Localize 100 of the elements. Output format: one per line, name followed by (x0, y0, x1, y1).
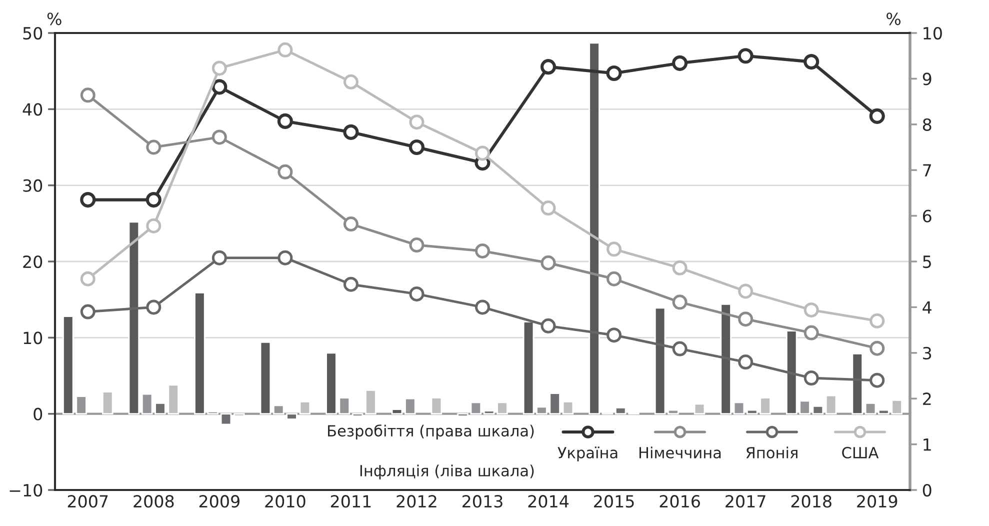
x-tick-label: 2017 (726, 495, 766, 508)
x-tick-label: 2009 (199, 495, 240, 508)
point (804, 325, 819, 340)
point (475, 146, 490, 161)
y2-tick-label: 1 (924, 438, 931, 451)
point (804, 370, 819, 386)
bar (483, 410, 495, 415)
point (80, 271, 96, 286)
point (672, 294, 688, 310)
y2-tick-label: 0 (922, 484, 932, 497)
point (606, 65, 622, 81)
point (409, 286, 424, 302)
legend-label: США (842, 446, 879, 458)
point (146, 140, 162, 155)
y-tick-label: −10 (10, 484, 42, 497)
point (738, 312, 754, 327)
point (146, 300, 162, 315)
y2-tick-label: 9 (922, 72, 932, 86)
bar (654, 307, 666, 415)
point (606, 242, 622, 257)
point (606, 328, 622, 343)
x-tick-label: 2013 (462, 495, 502, 508)
point (870, 313, 885, 328)
x-tick-label: 2015 (594, 495, 634, 508)
point (738, 284, 754, 299)
bar (825, 394, 837, 415)
x-tick-label: 2010 (265, 495, 306, 508)
point (343, 276, 358, 292)
point (606, 271, 622, 286)
bar (365, 390, 376, 415)
point (409, 114, 424, 130)
point (146, 192, 162, 208)
point (540, 200, 556, 216)
bar (326, 352, 337, 415)
bar (588, 42, 600, 415)
y-tick-label: 20 (23, 255, 42, 268)
legend-label: Україна (558, 446, 618, 462)
point (278, 164, 293, 180)
bar (352, 413, 364, 417)
bar (496, 402, 508, 415)
y-tick-label: 30 (23, 179, 42, 192)
point (540, 255, 556, 270)
bar (852, 352, 864, 415)
bar (154, 402, 166, 415)
y2-tick-label: 10 (924, 26, 942, 40)
legend-label: Німеччина (640, 446, 721, 458)
annotation: Інфляція (ліва шкала) (360, 464, 534, 480)
bar (128, 221, 140, 415)
point (146, 218, 162, 234)
x-tick-label: 2014 (528, 495, 569, 508)
point (80, 304, 96, 320)
y-tick-label: 50 (23, 26, 42, 40)
y2-tick-label: 3 (923, 346, 932, 360)
x-tick-label: 2007 (68, 495, 108, 508)
y2-tick-label: 8 (922, 118, 932, 131)
bar (720, 303, 732, 415)
bar (102, 391, 114, 415)
point (672, 341, 688, 356)
point (409, 238, 424, 253)
bar (220, 413, 232, 426)
bar (562, 400, 574, 415)
y-tick-label: 0 (34, 408, 42, 420)
point (870, 372, 885, 388)
point (343, 124, 359, 140)
annotation: Безробіття (права шкала) (328, 424, 534, 440)
point (475, 300, 490, 315)
bar (786, 330, 798, 415)
bar (614, 407, 626, 415)
point (278, 250, 293, 266)
point (738, 48, 754, 64)
point (672, 260, 688, 276)
point (738, 354, 754, 370)
point (80, 88, 96, 103)
point (80, 192, 96, 208)
point (475, 243, 490, 258)
bar (430, 397, 442, 415)
bar (168, 384, 180, 415)
legend-label: Японія (746, 446, 798, 458)
bar (694, 403, 706, 415)
point (277, 113, 293, 129)
y2-tick-label: 5 (923, 256, 931, 268)
bar (391, 408, 403, 415)
point (869, 108, 885, 124)
y2-tick-label: 2 (923, 392, 931, 405)
point (408, 139, 425, 156)
bar (299, 400, 311, 415)
bar (812, 406, 824, 415)
x-tick-label: 2012 (396, 495, 436, 508)
x-tick-label: 2019 (857, 495, 898, 508)
bar (260, 342, 272, 415)
y-tick-label: 40 (22, 103, 42, 116)
point (212, 250, 227, 266)
y-axis-title: % (47, 12, 62, 26)
y2-tick-label: 7 (923, 164, 931, 176)
point (804, 302, 819, 318)
point (804, 54, 820, 70)
y-tick-label: 10 (24, 332, 42, 344)
x-tick-label: 2016 (660, 495, 700, 508)
bar (522, 320, 534, 415)
point (212, 130, 227, 145)
